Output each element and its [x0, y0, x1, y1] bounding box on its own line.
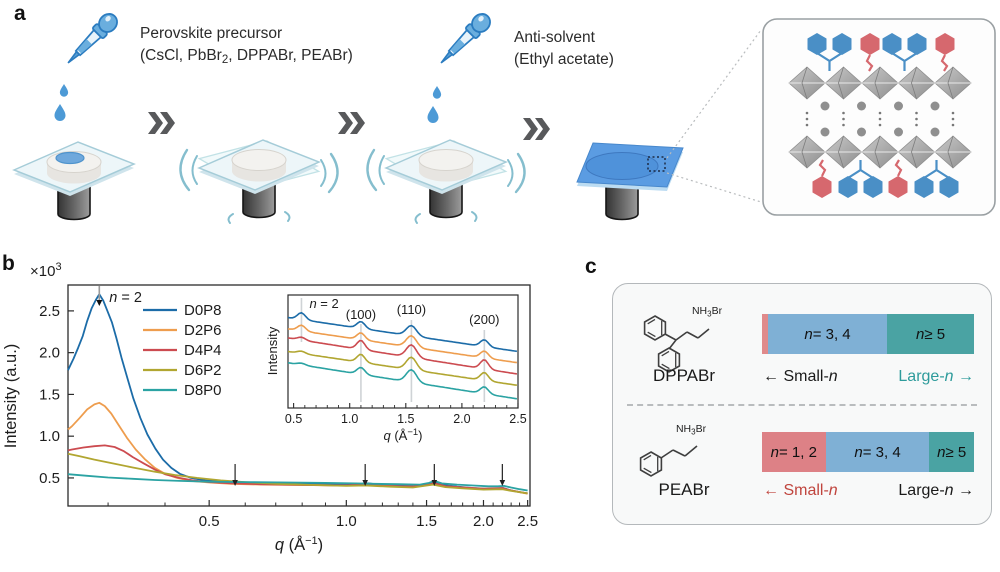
- inset-x-tick-label: 1.0: [341, 412, 358, 426]
- spin-coater-spinning-2: [366, 139, 526, 225]
- inset-x-tick-label: 0.5: [285, 412, 302, 426]
- inset-peak-label: (110): [397, 302, 426, 317]
- peak-arrow-head: [96, 300, 103, 306]
- cs-cation-spheres: [820, 101, 940, 137]
- large-n-note: Large-n →: [898, 482, 974, 499]
- bar-segment: n ≥ 5: [929, 432, 974, 472]
- x-tick-label: 1.0: [336, 513, 357, 530]
- antisolvent-detail: (Ethyl acetate): [514, 51, 614, 68]
- y-tick-label: 2.0: [39, 345, 60, 362]
- dropper-icon: [61, 9, 122, 70]
- inset-x-tick-label: 1.5: [397, 412, 414, 426]
- panel-a-letter: a: [14, 2, 26, 25]
- dashed-divider: [627, 404, 977, 406]
- spin-coater-spinning-1: [179, 139, 339, 225]
- x-tick-label: 0.5: [199, 513, 220, 530]
- spin-coater-static: [13, 141, 135, 221]
- panel-a-graphic: Perovskite precursor (CsCl, PbBr2, DPPAB…: [13, 9, 996, 225]
- zoom-region-marker: [647, 156, 666, 172]
- inset-series-D2P6: [287, 324, 518, 364]
- bar-segment: n = 3, 4: [767, 314, 888, 354]
- fast-forward-icon: [523, 118, 550, 140]
- connector-line: [666, 172, 762, 203]
- dppabr-structure: NH3Br: [643, 305, 723, 373]
- small-n-note: ← Small-n: [763, 368, 838, 385]
- inset-series-D4P4: [287, 336, 518, 375]
- compound-name: PEABr: [658, 480, 710, 499]
- series-D8P0: [67, 473, 528, 492]
- legend-label: D2P6: [184, 322, 222, 339]
- plot-frame: [67, 284, 531, 507]
- panel-b-letter: b: [2, 252, 15, 275]
- inset-series-D8P0: [287, 362, 518, 400]
- fast-forward-icon: [148, 112, 175, 134]
- crystal-structure-inset: [762, 18, 996, 216]
- y-tick-label: 1.0: [39, 428, 60, 445]
- x-tick-label: 1.5: [416, 513, 437, 530]
- y-tick-label: 1.5: [39, 386, 60, 403]
- small-n-note: ← Small-n: [763, 482, 838, 499]
- precursor-droplet: [55, 151, 85, 165]
- inset-series-D0P8: [287, 311, 518, 353]
- drop-icon: [54, 84, 69, 121]
- panel-c-letter: c: [585, 255, 597, 278]
- large-n-note: Large-n →: [898, 368, 974, 385]
- connector-line: [666, 29, 762, 159]
- inset-peak-label: n = 2: [309, 296, 338, 311]
- compound-name: DPPABr: [652, 366, 716, 385]
- antisolvent-title: Anti-solvent: [514, 29, 596, 46]
- peabr-structure: NH3Br: [639, 423, 707, 477]
- peabr-ratio-bar: n = 1, 2 n = 3, 4 n ≥ 5: [762, 432, 974, 472]
- x-axis-label: q (Å−1): [275, 535, 323, 554]
- x-tick-label: 2.0: [473, 513, 494, 530]
- fast-forward-icon: [338, 112, 365, 134]
- dropper-icon: [434, 9, 495, 70]
- legend-label: D6P2: [184, 362, 222, 379]
- y-axis-label: Intensity (a.u.): [2, 344, 20, 449]
- ellipsis-dots: [805, 111, 955, 127]
- precursor-title: Perovskite precursor: [140, 25, 282, 42]
- x-tick-label: 2.5: [517, 513, 538, 530]
- inset-y-axis-label: Intensity: [265, 326, 280, 375]
- y-tick-label: 2.5: [39, 303, 60, 320]
- bar-segment: n = 3, 4: [825, 432, 930, 472]
- panel-c-box: NH3Br DPPABr n = 3, 4 n ≥ 5 ← Small-n La…: [612, 283, 992, 525]
- y-axis-multiplier: ×103: [30, 261, 62, 280]
- series-D6P2: [67, 452, 528, 495]
- amine-label: NH3Br: [676, 423, 707, 437]
- legend-label: D4P4: [184, 342, 222, 359]
- inset-x-tick-label: 2.5: [509, 412, 526, 426]
- bar-segment: n = 1, 2: [762, 432, 826, 472]
- inset-peak-label: (200): [469, 312, 499, 327]
- panel-b-plot: Intensity (a.u.) ×103 q (Å−1) Intensity …: [2, 261, 538, 554]
- bar-segment: n ≥ 5: [887, 314, 974, 354]
- y-tick-label: 0.5: [39, 470, 60, 487]
- amine-label: NH3Br: [692, 305, 723, 319]
- legend-label: D8P0: [184, 382, 222, 399]
- inset-x-tick-label: 2.0: [453, 412, 470, 426]
- dppabr-ratio-bar: n = 3, 4 n ≥ 5: [762, 314, 974, 354]
- inset-x-axis-label: q (Å−1): [383, 427, 422, 443]
- precursor-formula: (CsCl, PbBr2, DPPABr, PEABr): [140, 47, 353, 66]
- inset-peak-label: (100): [346, 307, 376, 322]
- bar-segment: [762, 314, 768, 354]
- inset-series-D6P2: [287, 350, 518, 386]
- perovskite-film: [576, 142, 684, 221]
- drop-icon: [427, 86, 442, 123]
- legend-label: D0P8: [184, 302, 222, 319]
- peak-annotation-label: n = 2: [109, 290, 142, 306]
